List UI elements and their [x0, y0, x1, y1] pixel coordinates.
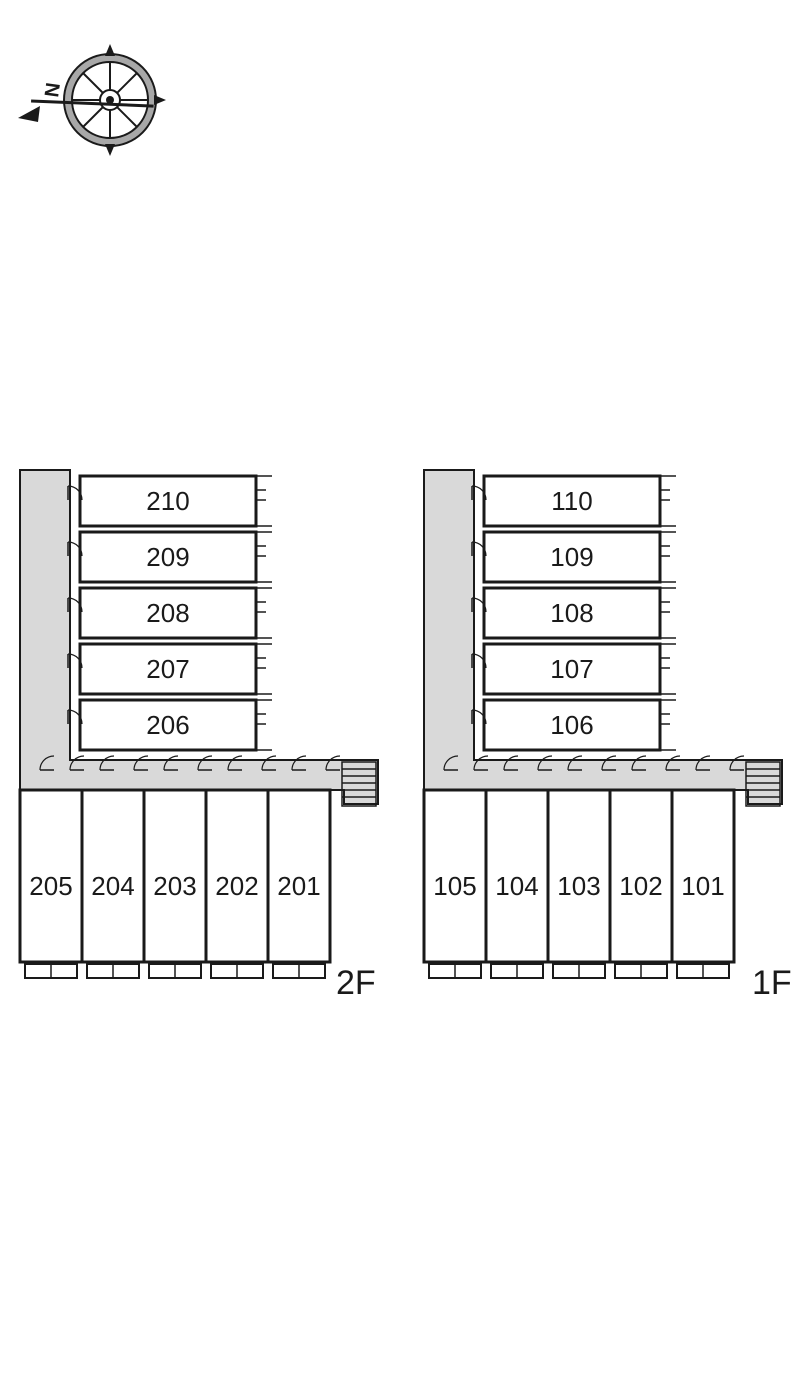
- unit-label: 102: [619, 871, 662, 901]
- unit-label: 208: [146, 598, 189, 628]
- floor-plan-diagram: N: [0, 0, 800, 1373]
- floor-2f: 210 209 208: [20, 470, 378, 1002]
- unit-label: 204: [91, 871, 134, 901]
- floor-label-2f: 2F: [336, 964, 376, 1002]
- upper-block-2f: 210 209 208: [68, 476, 272, 750]
- unit-label: 202: [215, 871, 258, 901]
- unit-label: 103: [557, 871, 600, 901]
- compass-rose: N: [18, 44, 166, 156]
- lower-block-1f: 105 104 103 102 101: [424, 790, 734, 978]
- unit-label: 209: [146, 542, 189, 572]
- floor-1f: 110 109 108 107: [424, 470, 792, 1002]
- unit-label: 109: [550, 542, 593, 572]
- unit-label: 205: [29, 871, 72, 901]
- unit-label: 106: [550, 710, 593, 740]
- unit-label: 201: [277, 871, 320, 901]
- lower-block-2f: 205 204 203 202 201: [20, 790, 330, 978]
- upper-block-1f: 110 109 108 107: [472, 476, 676, 750]
- floor-label-1f: 1F: [752, 964, 792, 1002]
- compass-north-label: N: [41, 81, 65, 98]
- unit-label: 110: [551, 486, 592, 516]
- unit-label: 207: [146, 654, 189, 684]
- unit-label: 203: [153, 871, 196, 901]
- unit-label: 105: [433, 871, 476, 901]
- unit-label: 206: [146, 710, 189, 740]
- unit-label: 210: [146, 486, 189, 516]
- unit-label: 104: [495, 871, 538, 901]
- unit-label: 107: [550, 654, 593, 684]
- unit-label: 101: [681, 871, 724, 901]
- unit-label: 108: [550, 598, 593, 628]
